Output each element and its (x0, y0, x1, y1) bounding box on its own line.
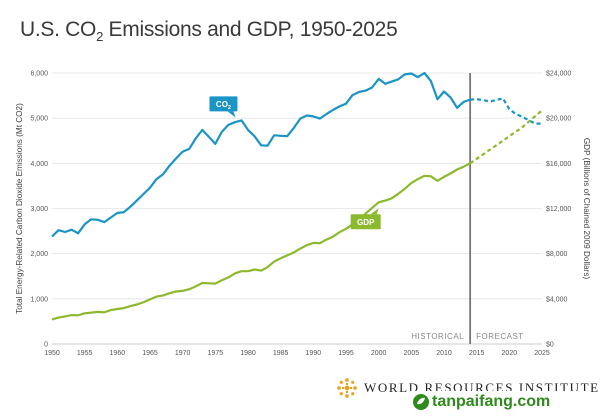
x-tick-label: 2015 (469, 350, 485, 357)
gdp-forecast-line (469, 109, 543, 165)
title-subscript: 2 (96, 29, 104, 45)
title-main: U.S. CO (20, 18, 97, 41)
x-tick-label: 2005 (404, 350, 420, 357)
x-tick-label: 1965 (142, 350, 158, 357)
x-tick-label: 1985 (273, 350, 289, 357)
y-tick-label-left: 5,000 (30, 116, 48, 123)
chart-title: U.S. CO2 Emissions and GDP, 1950-2025 (20, 18, 398, 45)
y-axis-label-left: Total Energy-Related Carbon Dioxide Emis… (15, 103, 24, 314)
x-tick-label: 1960 (110, 350, 126, 357)
y-tick-label-right: $20,000 (546, 116, 571, 123)
gdp-historical-line (51, 162, 471, 321)
x-tick-label: 1980 (240, 350, 256, 357)
y-tick-label-right: $16,000 (546, 161, 571, 168)
y-tick-label-right: $0 (546, 342, 554, 349)
y-tick-label-left: 2,000 (30, 251, 48, 258)
y-tick-label-right: $4,000 (546, 296, 568, 303)
watermark-text: tanpaifang.com (432, 393, 551, 410)
x-tick-label: 1970 (175, 350, 191, 357)
title-rest: Emissions and GDP, 1950-2025 (103, 18, 398, 41)
co2-callout-subscript: 2 (228, 105, 231, 111)
x-tick-label: 2020 (502, 350, 518, 357)
wri-logo-icon (337, 378, 357, 398)
y-tick-label-left: 0 (44, 342, 48, 349)
co2-callout-label: CO2 (216, 100, 231, 111)
gdp-callout-box (350, 214, 381, 230)
watermark: tanpaifang.com (408, 391, 592, 413)
x-tick-label: 1975 (208, 350, 224, 357)
x-tick-label: 2025 (534, 350, 550, 357)
co2-forecast-line (470, 97, 542, 125)
x-tick-label: 2010 (436, 350, 452, 357)
y-tick-label-right: $24,000 (546, 71, 571, 78)
watermark-icon (413, 394, 429, 410)
y-tick-label-left: 1,000 (30, 296, 48, 303)
x-tick-label: 2000 (371, 350, 387, 357)
y-tick-label-left: 3,000 (30, 206, 48, 213)
x-tick-label: 1990 (306, 350, 322, 357)
y-tick-label-left: 4,000 (30, 161, 48, 168)
historical-label: HISTORICAL (411, 332, 464, 341)
x-tick-label: 1955 (77, 350, 93, 357)
co2-historical-line (51, 71, 471, 238)
y-tick-label-left: 6,000 (30, 71, 48, 78)
forecast-label: FORECAST (476, 332, 524, 341)
gdp-callout-label: GDP (357, 218, 375, 227)
x-tick-label: 1995 (338, 350, 354, 357)
co2-callout-pointer (227, 111, 236, 118)
y-tick-label-right: $12,000 (546, 206, 571, 213)
gdp-callout-pointer (370, 208, 379, 215)
x-tick-label: 1950 (44, 350, 60, 357)
y-axis-label-right: GDP (Billions of Chained 2009 Dollars) (582, 138, 591, 280)
co2-callout-box (209, 96, 238, 112)
y-tick-label-right: $8,000 (546, 251, 568, 258)
